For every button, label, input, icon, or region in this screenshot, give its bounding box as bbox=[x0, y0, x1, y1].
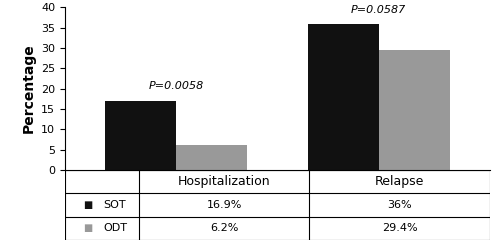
Text: 29.4%: 29.4% bbox=[382, 223, 418, 233]
Text: P=0.0058: P=0.0058 bbox=[148, 81, 204, 91]
Text: 6.2%: 6.2% bbox=[210, 223, 238, 233]
Text: 36%: 36% bbox=[388, 200, 412, 210]
Text: Hospitalization: Hospitalization bbox=[178, 175, 270, 188]
Text: ODT: ODT bbox=[103, 223, 127, 233]
Text: SOT: SOT bbox=[104, 200, 126, 210]
Text: ■: ■ bbox=[82, 200, 92, 210]
Bar bbox=[176, 145, 247, 170]
Text: 16.9%: 16.9% bbox=[206, 200, 242, 210]
Bar bbox=[308, 23, 378, 170]
Y-axis label: Percentage: Percentage bbox=[22, 44, 36, 133]
Text: ■: ■ bbox=[82, 223, 92, 233]
Text: P=0.0587: P=0.0587 bbox=[351, 5, 406, 15]
Text: Relapse: Relapse bbox=[375, 175, 424, 188]
Bar bbox=[378, 50, 450, 170]
Bar bbox=[106, 101, 176, 170]
